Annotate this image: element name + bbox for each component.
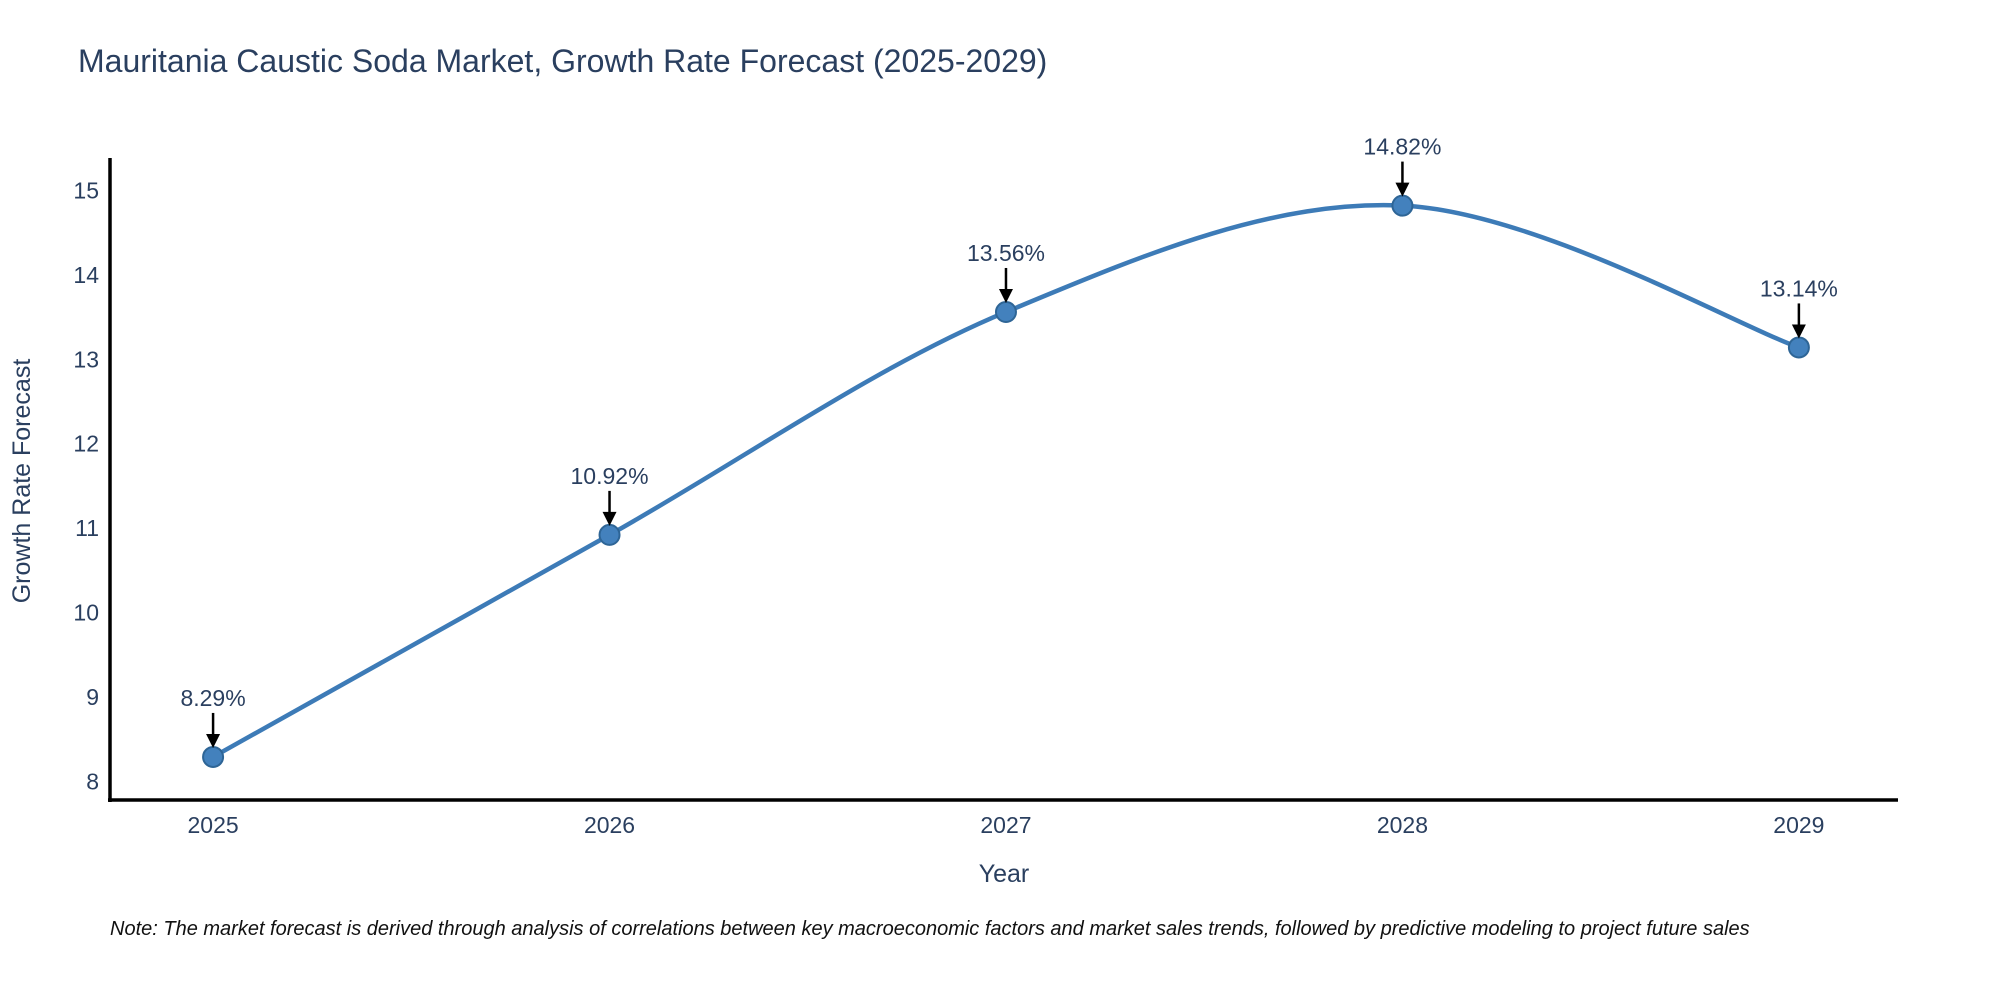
point-value-label: 8.29% (180, 685, 245, 711)
y-axis-ticks: 8 9 10 11 12 13 14 15 (73, 177, 99, 794)
series-growth-rate (202, 194, 1810, 768)
y-tick-label: 10 (73, 600, 99, 626)
x-tick-label: 2026 (584, 812, 635, 838)
annotation-arrowhead-icon (1395, 182, 1410, 197)
chart-title: Mauritania Caustic Soda Market, Growth R… (78, 43, 1048, 79)
annotation-arrowhead-icon (998, 288, 1013, 303)
y-tick-label: 14 (73, 262, 99, 288)
data-point-marker (598, 523, 621, 546)
point-value-label: 10.92% (571, 463, 649, 489)
point-annotations: 8.29% 10.92% 13.56% 14.82% 13.14% (180, 134, 1838, 748)
annotation-arrowhead-icon (602, 511, 617, 526)
x-axis-title: Year (979, 860, 1030, 888)
data-point-marker (994, 300, 1017, 323)
point-value-label: 14.82% (1363, 134, 1441, 160)
y-tick-label: 15 (73, 177, 99, 203)
annotation-arrowhead-icon (206, 733, 221, 748)
y-tick-label: 11 (75, 515, 99, 541)
data-point-marker (1787, 336, 1810, 359)
y-tick-label: 8 (86, 768, 99, 794)
annotation-arrowhead-icon (1791, 324, 1806, 339)
x-axis-ticks: 2025 2026 2027 2028 2029 (187, 812, 1824, 838)
point-value-label: 13.56% (967, 240, 1045, 266)
x-tick-label: 2028 (1377, 812, 1428, 838)
x-tick-label: 2029 (1773, 812, 1824, 838)
y-axis-title: Growth Rate Forecast (8, 359, 36, 604)
data-point-marker (202, 745, 225, 768)
y-tick-label: 12 (73, 431, 99, 457)
y-tick-label: 9 (86, 684, 99, 710)
x-tick-label: 2025 (187, 812, 238, 838)
y-tick-label: 13 (73, 346, 99, 372)
footnote: Note: The market forecast is derived thr… (110, 918, 1750, 940)
x-tick-label: 2027 (980, 812, 1031, 838)
point-value-label: 13.14% (1760, 275, 1838, 301)
data-point-marker (1391, 194, 1414, 217)
